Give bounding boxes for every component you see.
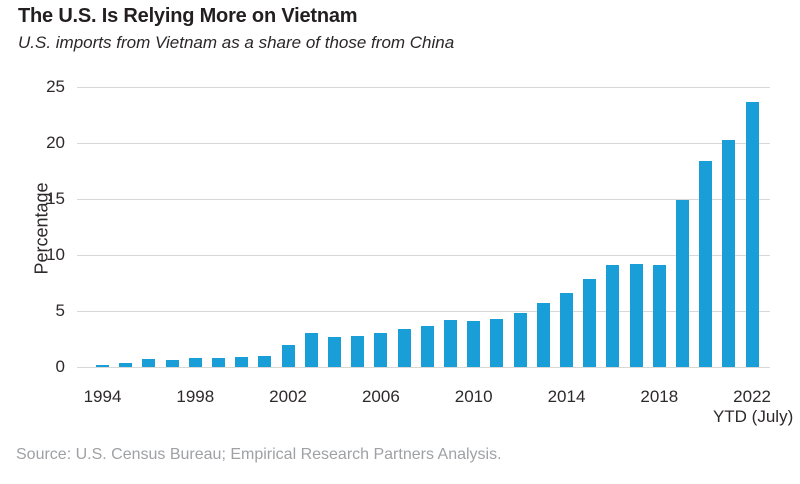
bar-2006 bbox=[374, 333, 388, 367]
bar-1996 bbox=[142, 359, 156, 367]
bar-2005 bbox=[351, 335, 365, 367]
gridline-20 bbox=[77, 142, 770, 144]
y-tick-label-20: 20 bbox=[46, 133, 65, 152]
bar-2015 bbox=[583, 278, 597, 367]
bar-2012 bbox=[513, 313, 527, 367]
bar-2010 bbox=[467, 321, 481, 367]
y-tick-label-0: 0 bbox=[55, 357, 65, 376]
bar-2017 bbox=[629, 263, 643, 367]
y-tick-label-25: 25 bbox=[46, 77, 65, 96]
bar-1998 bbox=[188, 358, 202, 367]
x-axis-note: YTD (July) bbox=[712, 407, 794, 426]
bar-2004 bbox=[328, 336, 341, 367]
y-tick-label-5: 5 bbox=[55, 301, 65, 320]
bar-2022 bbox=[745, 101, 759, 367]
bar-1997 bbox=[165, 360, 179, 367]
bar-1995 bbox=[119, 362, 133, 367]
chart-title: The U.S. Is Relying More on Vietnam bbox=[18, 5, 358, 27]
bar-2018 bbox=[652, 265, 666, 367]
x-tick-label-2002: 2002 bbox=[269, 387, 308, 406]
bar-2021 bbox=[722, 139, 736, 367]
x-tick-label-2018: 2018 bbox=[640, 387, 679, 406]
x-tick-label-1994: 1994 bbox=[83, 387, 122, 406]
gridline-25 bbox=[77, 86, 770, 88]
chart-subtitle: U.S. imports from Vietnam as a share of … bbox=[18, 33, 455, 52]
source-note: Source: U.S. Census Bureau; Empirical Re… bbox=[16, 446, 502, 463]
bar-2013 bbox=[536, 303, 550, 367]
bar-2003 bbox=[304, 333, 318, 367]
x-tick-label-2022: 2022 bbox=[733, 387, 772, 406]
x-tick-label-2014: 2014 bbox=[547, 387, 586, 406]
y-tick-label-10: 10 bbox=[46, 245, 65, 264]
bar-1999 bbox=[212, 358, 225, 367]
bar-2009 bbox=[444, 319, 457, 367]
bar-2016 bbox=[606, 265, 620, 367]
x-tick-label-2006: 2006 bbox=[361, 387, 400, 406]
y-axis-title: Percentage bbox=[31, 182, 52, 275]
bar-2007 bbox=[397, 328, 411, 367]
gridline-15 bbox=[77, 198, 770, 200]
bar-2019 bbox=[676, 200, 689, 367]
bar-2011 bbox=[490, 318, 504, 367]
x-tick-label-2010: 2010 bbox=[454, 387, 493, 406]
gridline-10 bbox=[77, 254, 770, 256]
bar-2020 bbox=[699, 160, 713, 367]
bar-2014 bbox=[560, 293, 573, 367]
x-tick-label-1998: 1998 bbox=[176, 387, 215, 406]
bar-1994 bbox=[96, 364, 109, 367]
y-tick-label-15: 15 bbox=[46, 189, 65, 208]
bar-2001 bbox=[258, 355, 272, 367]
gridline-5 bbox=[77, 310, 770, 312]
bar-2008 bbox=[420, 325, 434, 367]
plot-area bbox=[77, 86, 770, 368]
x-axis-ticks: 1994 1998 2002 2006 2010 2014 2018 2022 bbox=[0, 387, 800, 407]
bar-2002 bbox=[281, 344, 295, 367]
gridline-0 bbox=[77, 366, 770, 368]
bar-2000 bbox=[235, 356, 249, 367]
